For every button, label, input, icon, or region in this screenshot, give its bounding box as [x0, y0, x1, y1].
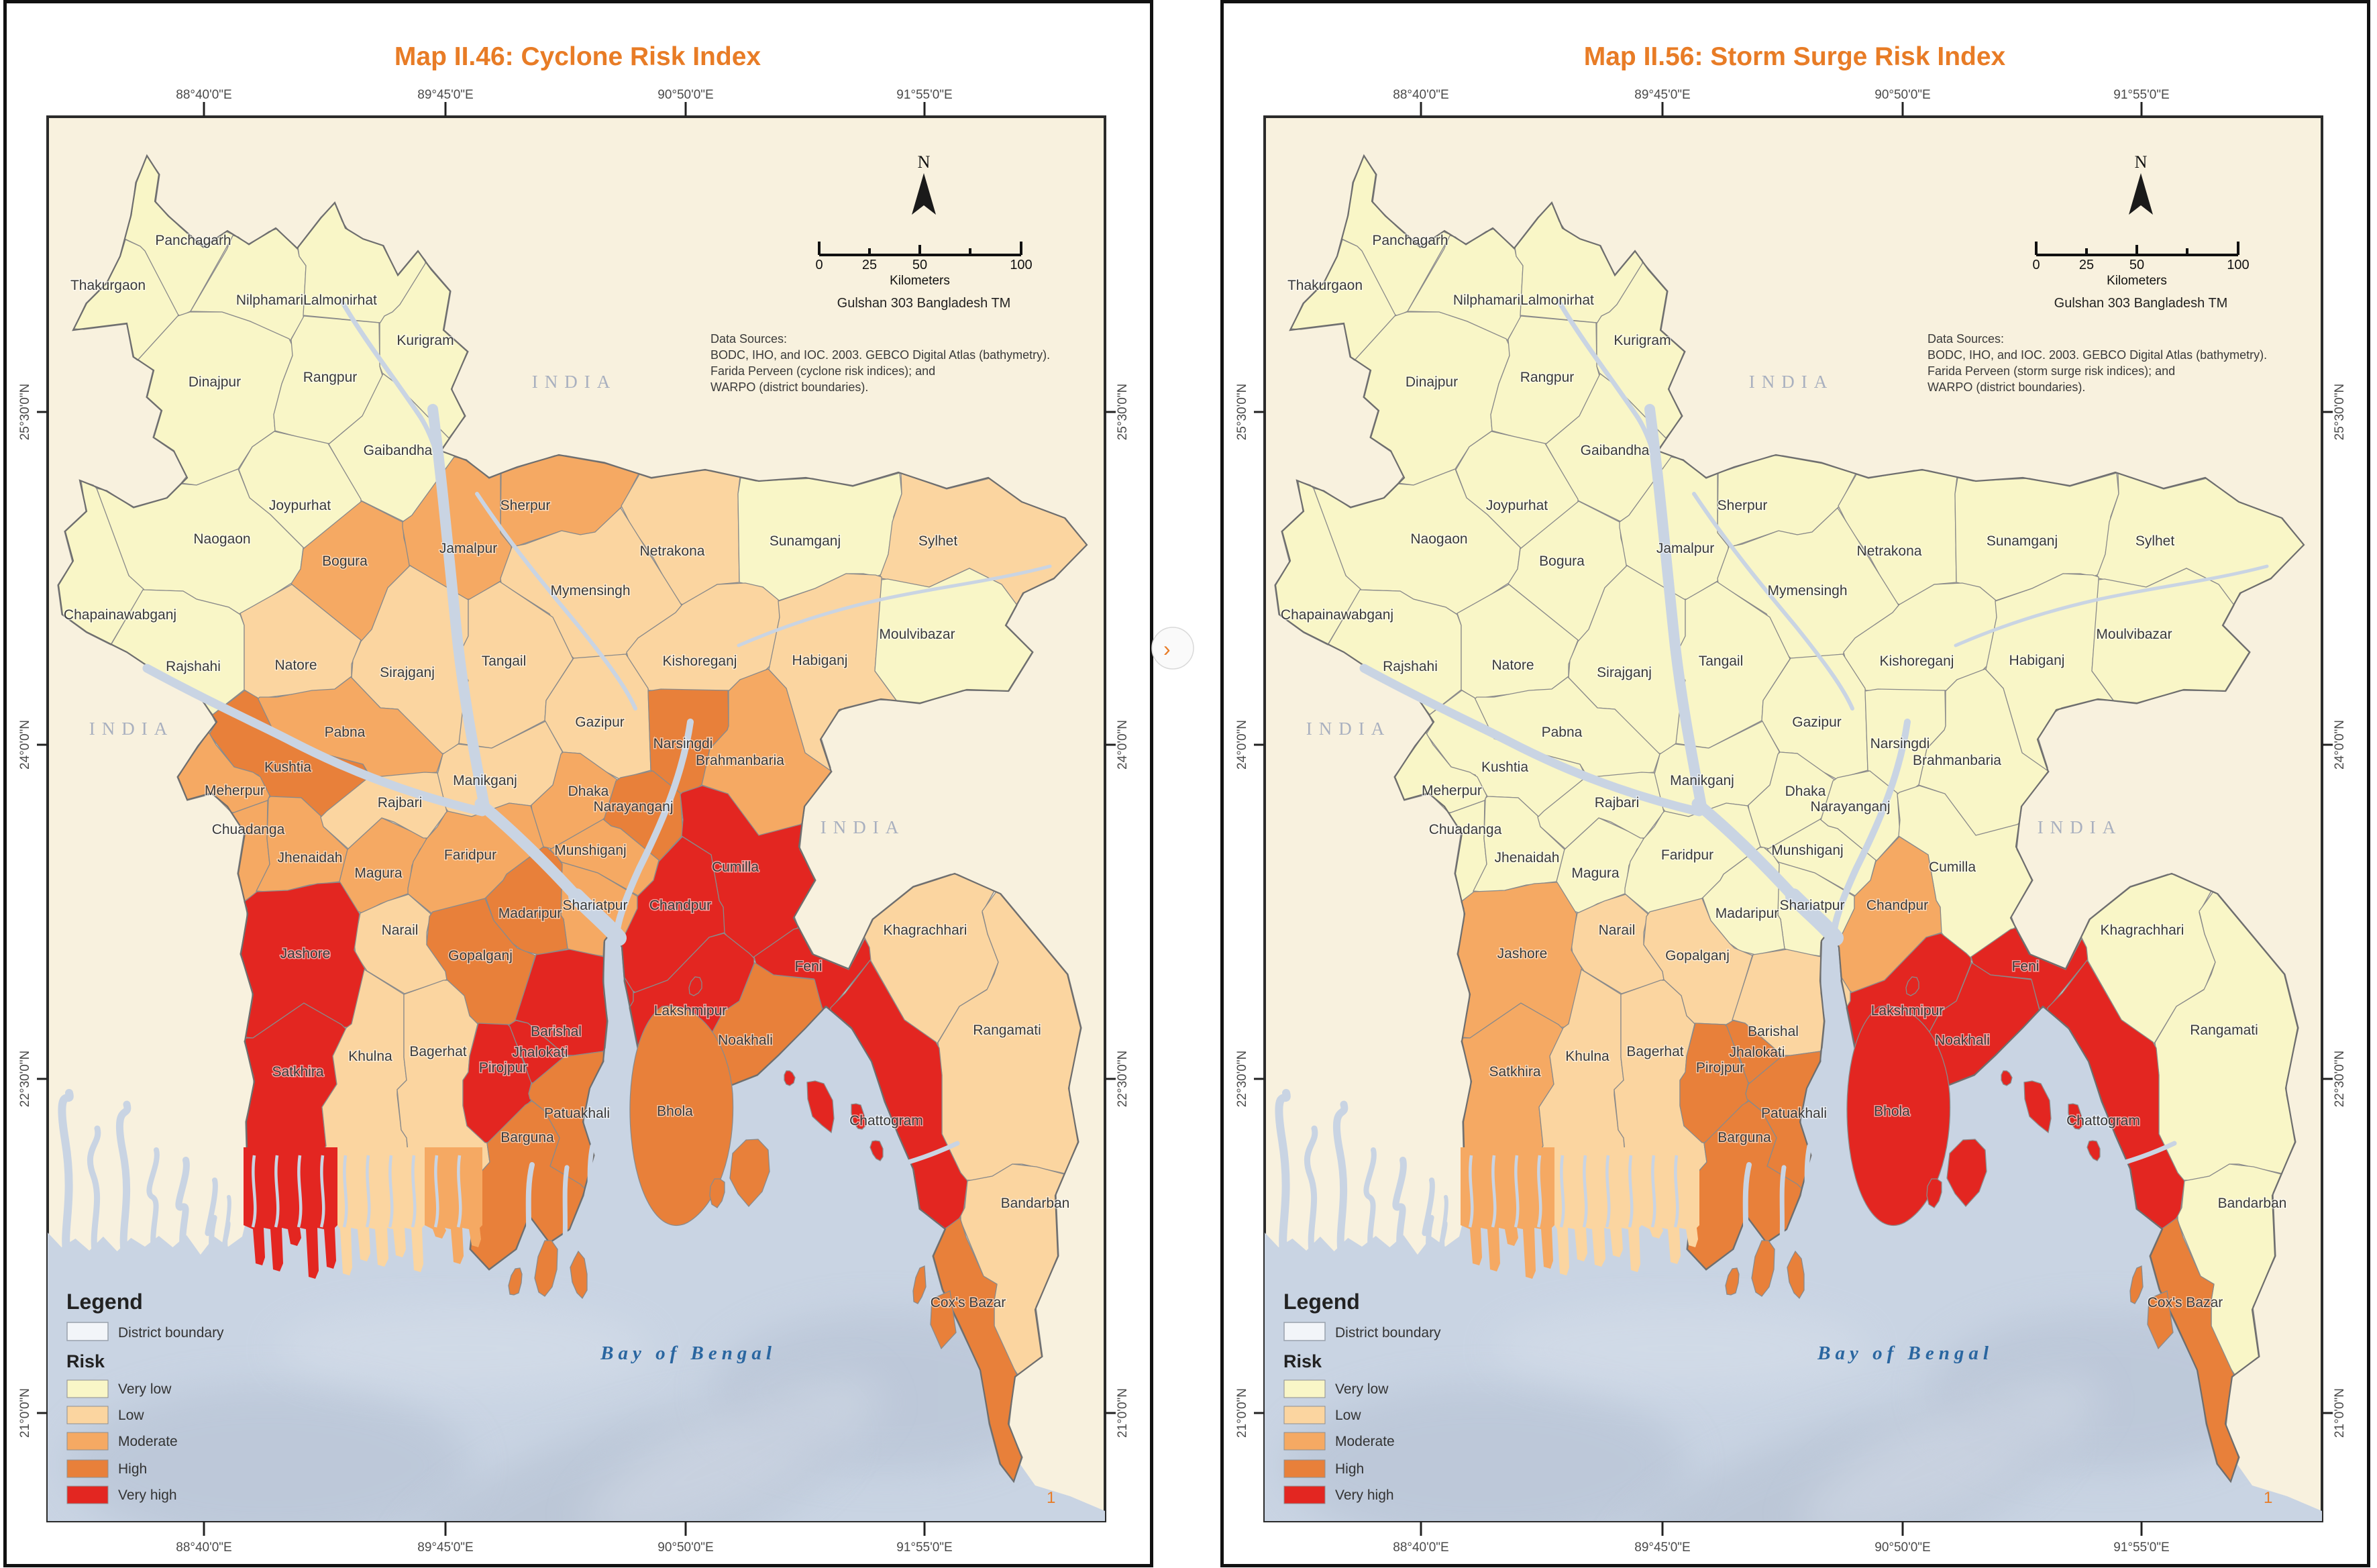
svg-text:BODC, IHO, and IOC. 2003. GEBC: BODC, IHO, and IOC. 2003. GEBCO Digital …: [1927, 348, 2267, 362]
svg-text:BODC, IHO, and IOC. 2003. GEBC: BODC, IHO, and IOC. 2003. GEBCO Digital …: [710, 348, 1050, 362]
svg-text:1: 1: [2264, 1489, 2272, 1507]
svg-text:1: 1: [1047, 1489, 1055, 1507]
svg-text:Farida Perveen (storm surge ri: Farida Perveen (storm surge risk indices…: [1927, 364, 2175, 378]
svg-text:WARPO (district boundaries).: WARPO (district boundaries).: [1927, 380, 2085, 394]
svg-text:Map II.46: Cyclone Risk Index: Map II.46: Cyclone Risk Index: [394, 42, 761, 71]
svg-text:Data Sources:: Data Sources:: [710, 332, 787, 346]
svg-text:Map II.56: Storm Surge Risk In: Map II.56: Storm Surge Risk Index: [1584, 42, 2006, 71]
svg-text:Farida Perveen (cyclone risk i: Farida Perveen (cyclone risk indices); a…: [710, 364, 935, 378]
svg-text:›: ›: [1163, 637, 1171, 661]
svg-text:WARPO (district boundaries).: WARPO (district boundaries).: [710, 380, 868, 394]
svg-text:Data Sources:: Data Sources:: [1927, 332, 2004, 346]
